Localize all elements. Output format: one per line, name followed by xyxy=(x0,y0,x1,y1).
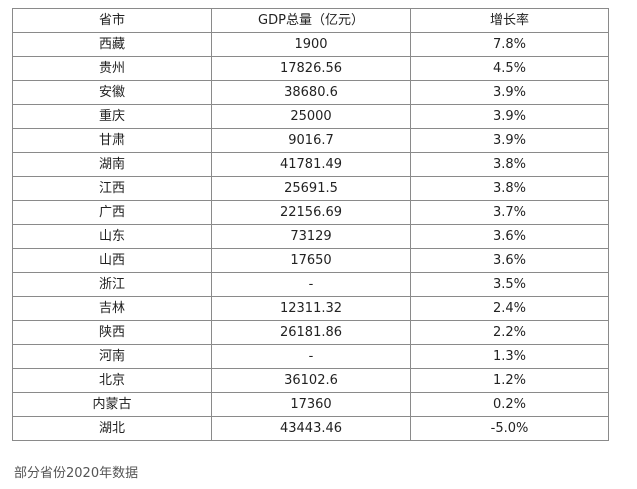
cell-growth: 3.9% xyxy=(410,80,609,105)
cell-province: 浙江 xyxy=(12,272,212,297)
table-row: 浙江 -3.5% xyxy=(12,272,609,297)
cell-growth: 2.2% xyxy=(410,320,609,345)
cell-province: 西藏 xyxy=(12,32,212,57)
cell-gdp: 43443.46 xyxy=(211,416,411,441)
cell-province: 内蒙古 xyxy=(12,392,212,417)
cell-growth: 4.5% xyxy=(410,56,609,81)
cell-province: 吉林 xyxy=(12,296,212,321)
cell-growth: 3.7% xyxy=(410,200,609,225)
table-row: 河南 -1.3% xyxy=(12,344,609,369)
table-row: 广西 22156.69 3.7% xyxy=(12,200,609,225)
cell-growth: 3.8% xyxy=(410,176,609,201)
table-header-row: 省市 GDP总量（亿元） 增长率 xyxy=(12,8,609,33)
table-caption: 部分省份2020年数据 xyxy=(14,466,139,481)
cell-gdp: 41781.49 xyxy=(211,152,411,177)
cell-gdp: 25000 xyxy=(211,104,411,129)
table-row: 安徽 38680.6 3.9% xyxy=(12,80,609,105)
cell-growth: 0.2% xyxy=(410,392,609,417)
cell-growth: 7.8% xyxy=(410,32,609,57)
header-gdp-total: GDP总量（亿元） xyxy=(211,8,411,33)
table-row: 山东 73129 3.6% xyxy=(12,224,609,249)
table-row: 山西 17650 3.6% xyxy=(12,248,609,273)
cell-growth: -5.0% xyxy=(410,416,609,441)
header-growth-rate: 增长率 xyxy=(410,8,609,33)
cell-growth: 3.5% xyxy=(410,272,609,297)
header-province: 省市 xyxy=(12,8,212,33)
table-row: 西藏 1900 7.8% xyxy=(12,32,609,57)
cell-gdp: 36102.6 xyxy=(211,368,411,393)
cell-province: 重庆 xyxy=(12,104,212,129)
cell-gdp: 17650 xyxy=(211,248,411,273)
cell-growth: 3.6% xyxy=(410,224,609,249)
cell-growth: 3.9% xyxy=(410,128,609,153)
cell-gdp: - xyxy=(211,344,411,369)
table-row: 贵州 17826.56 4.5% xyxy=(12,56,609,81)
cell-gdp: 17360 xyxy=(211,392,411,417)
gdp-table: 省市 GDP总量（亿元） 增长率 西藏 1900 7.8% 贵州 17826.56 4.5… xyxy=(12,8,609,441)
cell-province: 湖北 xyxy=(12,416,212,441)
cell-growth: 3.9% xyxy=(410,104,609,129)
cell-province: 河南 xyxy=(12,344,212,369)
cell-gdp: 22156.69 xyxy=(211,200,411,225)
cell-province: 山西 xyxy=(12,248,212,273)
cell-growth: 1.2% xyxy=(410,368,609,393)
cell-province: 安徽 xyxy=(12,80,212,105)
table-row: 重庆 25000 3.9% xyxy=(12,104,609,129)
cell-growth: 3.6% xyxy=(410,248,609,273)
table-row: 湖南 41781.49 3.8% xyxy=(12,152,609,177)
cell-gdp: 1900 xyxy=(211,32,411,57)
cell-province: 贵州 xyxy=(12,56,212,81)
cell-growth: 2.4% xyxy=(410,296,609,321)
cell-province: 广西 xyxy=(12,200,212,225)
cell-province: 湖南 xyxy=(12,152,212,177)
cell-gdp: 25691.5 xyxy=(211,176,411,201)
cell-province: 江西 xyxy=(12,176,212,201)
gdp-table-container: 省市 GDP总量（亿元） 增长率 西藏 1900 7.8% 贵州 17826.56 4.5… xyxy=(12,8,609,441)
cell-gdp: 17826.56 xyxy=(211,56,411,81)
cell-growth: 3.8% xyxy=(410,152,609,177)
table-row: 江西 25691.5 3.8% xyxy=(12,176,609,201)
cell-province: 甘肃 xyxy=(12,128,212,153)
table-row: 陕西 26181.86 2.2% xyxy=(12,320,609,345)
table-row: 甘肃 9016.7 3.9% xyxy=(12,128,609,153)
table-body: 西藏 1900 7.8% 贵州 17826.56 4.5% 安徽 38680.6 3.9% 重庆 2… xyxy=(12,32,609,441)
cell-province: 山东 xyxy=(12,224,212,249)
cell-province: 陕西 xyxy=(12,320,212,345)
cell-gdp: - xyxy=(211,272,411,297)
table-row: 吉林 12311.32 2.4% xyxy=(12,296,609,321)
table-row: 内蒙古 17360 0.2% xyxy=(12,392,609,417)
cell-gdp: 38680.6 xyxy=(211,80,411,105)
cell-gdp: 12311.32 xyxy=(211,296,411,321)
cell-gdp: 9016.7 xyxy=(211,128,411,153)
cell-province: 北京 xyxy=(12,368,212,393)
cell-gdp: 26181.86 xyxy=(211,320,411,345)
cell-growth: 1.3% xyxy=(410,344,609,369)
table-row: 北京 36102.6 1.2% xyxy=(12,368,609,393)
cell-gdp: 73129 xyxy=(211,224,411,249)
table-row: 湖北 43443.46 -5.0% xyxy=(12,416,609,441)
